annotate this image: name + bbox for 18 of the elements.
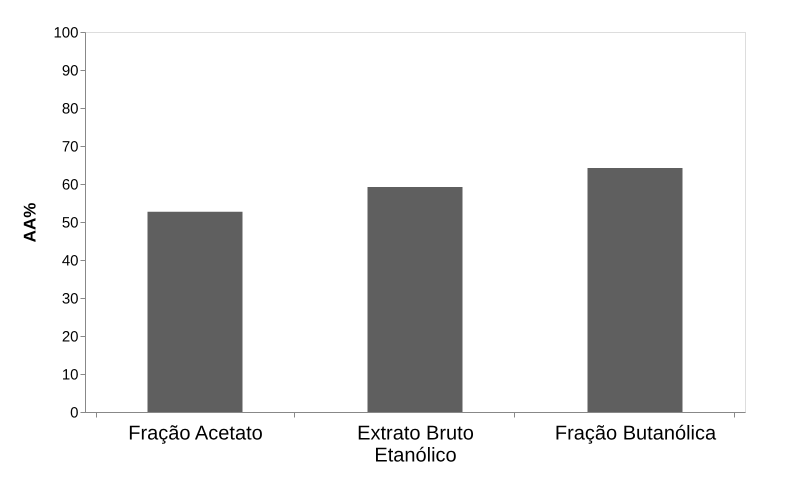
x-tick-label: Fração Acetato bbox=[128, 422, 263, 444]
x-tick-label: Fração Butanólica bbox=[554, 422, 717, 444]
bar bbox=[368, 187, 462, 412]
y-tick-label: 70 bbox=[62, 138, 78, 156]
bar bbox=[588, 168, 682, 412]
bar bbox=[148, 212, 242, 412]
y-tick-label: 60 bbox=[62, 176, 78, 194]
y-tick-label: 30 bbox=[62, 290, 78, 308]
y-tick-label: 0 bbox=[70, 404, 78, 422]
y-tick-label: 100 bbox=[53, 24, 78, 42]
x-tick-label: Extrato Bruto Etanólico bbox=[357, 422, 474, 466]
y-tick-label: 50 bbox=[62, 214, 78, 232]
y-tick-label: 40 bbox=[62, 252, 78, 270]
y-tick-label: 20 bbox=[62, 328, 78, 346]
y-axis-title: AA% bbox=[20, 202, 40, 242]
y-tick-label: 90 bbox=[62, 62, 78, 80]
y-tick-label: 10 bbox=[62, 366, 78, 384]
y-tick-label: 80 bbox=[62, 100, 78, 118]
